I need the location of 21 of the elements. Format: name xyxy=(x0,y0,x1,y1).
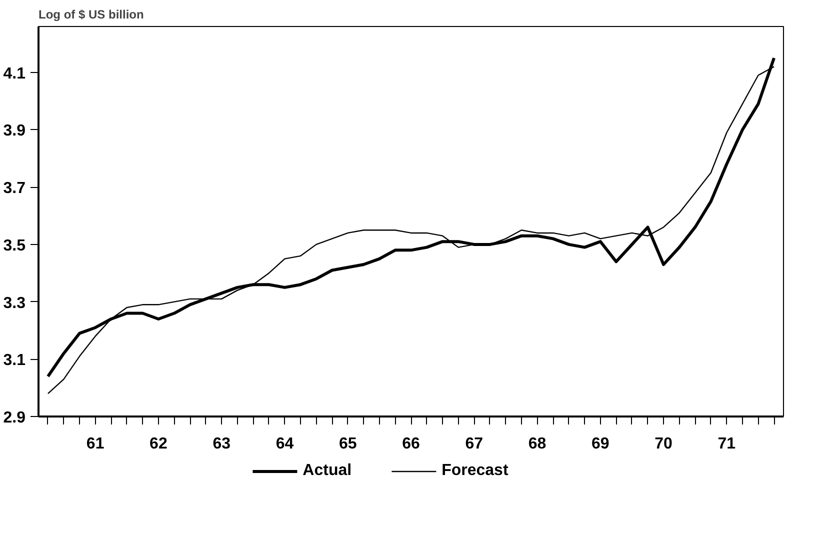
x-tick-label: 70 xyxy=(654,436,673,452)
x-tick-label: 71 xyxy=(718,436,736,452)
legend-label: Actual xyxy=(302,462,352,480)
x-tick-label: 67 xyxy=(465,436,484,452)
y-tick-label: 3.7 xyxy=(3,180,26,198)
y-tick-label: 3.5 xyxy=(3,237,26,254)
x-tick-label: 61 xyxy=(86,436,104,452)
y-tick-label: 2.9 xyxy=(3,410,26,426)
y-axis-title: Log of $ US billion xyxy=(38,8,144,22)
x-tick-label: 62 xyxy=(150,436,168,452)
x-tick-label: 63 xyxy=(212,436,231,452)
x-tick-label: 66 xyxy=(402,436,420,452)
x-tick-label: 68 xyxy=(528,436,546,452)
y-tick-label: 3.3 xyxy=(3,294,26,312)
legend-label: Forecast xyxy=(442,462,508,480)
y-tick-label: 4.1 xyxy=(3,65,26,82)
x-tick-label: 65 xyxy=(338,436,357,452)
y-tick-label: 3.9 xyxy=(3,122,26,140)
x-tick-label: 64 xyxy=(276,436,294,452)
y-tick-label: 3.1 xyxy=(3,352,26,370)
x-tick-label: 69 xyxy=(592,436,610,452)
